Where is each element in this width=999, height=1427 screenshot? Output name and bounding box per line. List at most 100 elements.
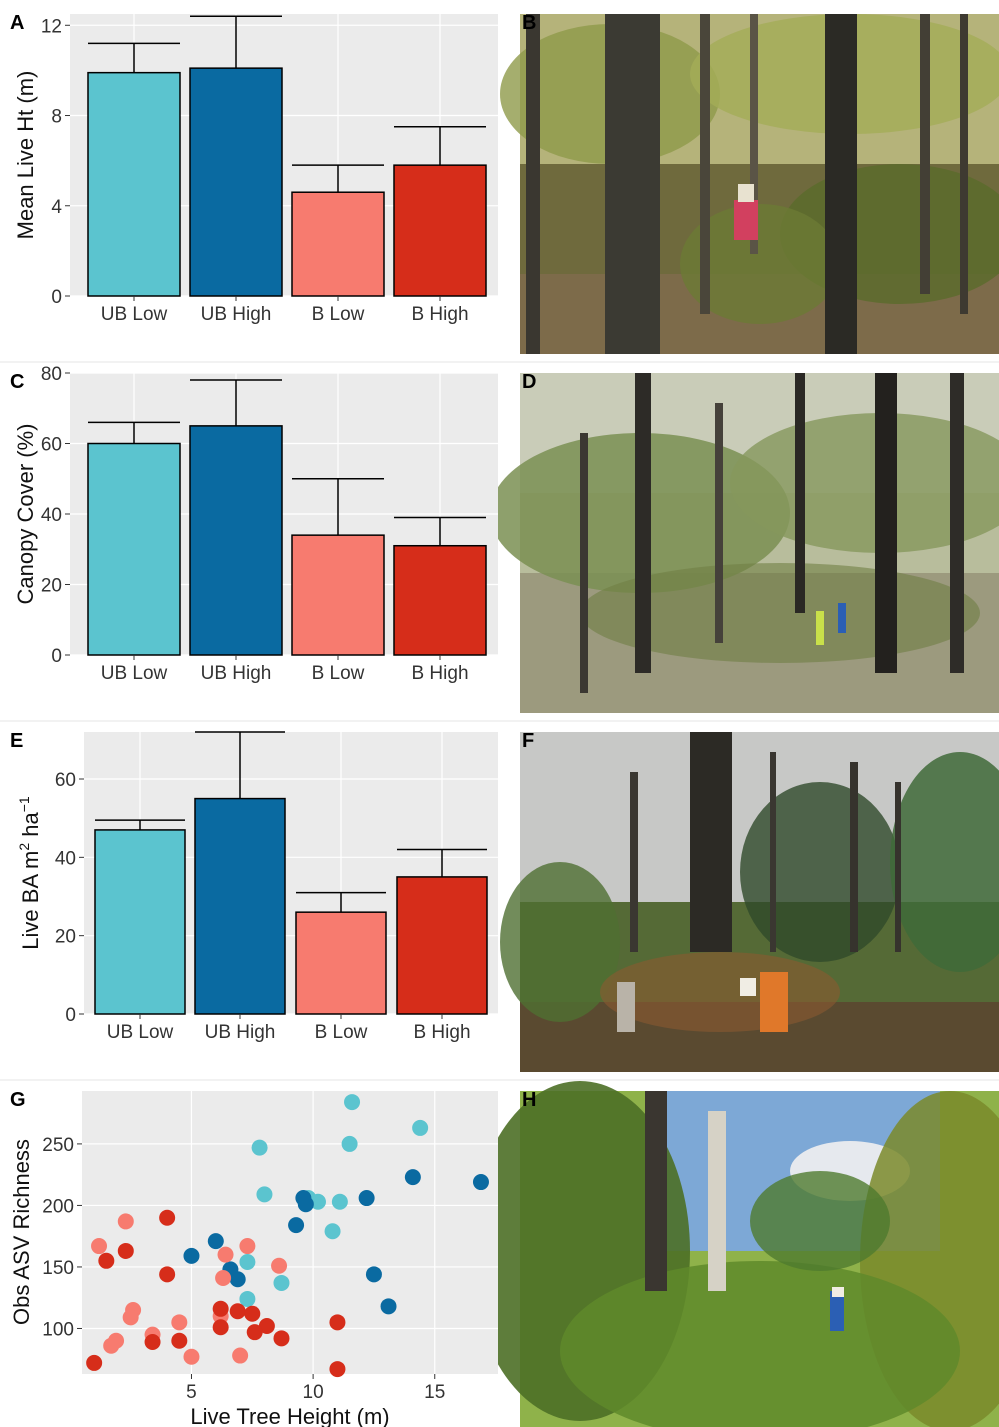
bar-chart-canopy-cover: 0 20 40 60 80 UB Low UB High B Low B High Canopy … [13, 364, 498, 684]
x-tick-label: B Low [315, 1022, 368, 1043]
scatter-point-b-high [171, 1332, 188, 1349]
scatter-point-ub-low [324, 1223, 341, 1240]
scatter-point-ub-high [358, 1190, 375, 1207]
scatter-point-b-low [91, 1238, 108, 1255]
scatter-point-b-high [246, 1324, 263, 1341]
y-tick-label: 60 [55, 770, 76, 791]
scatter-point-b-low [117, 1213, 134, 1230]
scatter-point-ub-low [256, 1186, 273, 1203]
scatter-point-ub-low [309, 1193, 326, 1210]
panel-letter-f: F [522, 730, 534, 752]
scatter-point-b-low [217, 1246, 234, 1263]
scatter-point-b-high [258, 1318, 275, 1335]
forest-photo-b [500, 14, 999, 354]
y-tick-label: 0 [51, 646, 62, 667]
x-tick-label: 15 [424, 1382, 445, 1403]
bar-ub-high [189, 67, 283, 297]
y-tick-label: 60 [41, 435, 62, 456]
bar-ub-high [194, 797, 286, 1015]
forest-photo-h [470, 1081, 999, 1427]
scatter-point-b-low [171, 1314, 188, 1331]
x-tick-label: B High [413, 1022, 470, 1043]
y-axis-title-superscript: −1 [16, 796, 32, 812]
scatter-point-b-high [117, 1242, 134, 1259]
x-tick-label: B Low [312, 304, 365, 325]
panel-letter-e: E [10, 730, 23, 752]
scatter-point-ub-high [297, 1196, 314, 1213]
scatter-point-ub-high [404, 1169, 421, 1186]
scatter-point-ub-high [472, 1174, 489, 1191]
scatter-point-b-low [271, 1257, 288, 1274]
scatter-point-b-low [239, 1238, 256, 1255]
scatter-point-b-low [232, 1347, 249, 1364]
scatter-asv-richness-vs-height: 100 150 200 250 5 10 15 Live Tree Height (m) Obs… [9, 1091, 498, 1427]
x-tick-label: UB Low [107, 1022, 174, 1043]
plot-background [82, 1091, 498, 1374]
y-tick-label: 200 [42, 1196, 74, 1217]
panel-letter-g: G [10, 1089, 26, 1111]
y-tick-label: 100 [42, 1319, 74, 1340]
scatter-point-b-low [215, 1270, 232, 1287]
scatter-point-ub-low [239, 1254, 256, 1271]
bar-b-low [291, 191, 385, 297]
x-tick-label: UB Low [101, 663, 168, 684]
panel-letter-c: C [10, 371, 24, 393]
bar-chart-mean-live-height: 0 4 8 12 UB Low UB High B Low B High Mean Live H… [13, 14, 498, 325]
y-tick-label: 8 [51, 107, 62, 128]
scatter-point-ub-low [341, 1135, 358, 1152]
bar-b-high [396, 876, 488, 1015]
x-tick-label: 10 [303, 1382, 324, 1403]
scatter-point-ub-high [288, 1217, 305, 1234]
scatter-point-ub-low [412, 1119, 429, 1136]
y-axis-title: Obs ASV Richness [9, 1139, 34, 1325]
y-axis-title-superscript: 2 [16, 843, 32, 851]
scatter-point-ub-low [344, 1094, 361, 1111]
scatter-point-b-high [329, 1361, 346, 1378]
y-axis-title-part: Live BA m [18, 851, 43, 950]
scatter-point-b-low [122, 1309, 139, 1326]
x-axis-title: Live Tree Height (m) [190, 1404, 389, 1427]
panel-letter-d: D [522, 371, 536, 393]
scatter-point-ub-low [273, 1274, 290, 1291]
scatter-point-b-high [159, 1209, 176, 1226]
scatter-point-ub-low [239, 1290, 256, 1307]
scatter-point-b-high [273, 1330, 290, 1347]
scatter-point-b-high [244, 1305, 261, 1322]
x-tick-label: B High [411, 663, 468, 684]
bar-ub-low [87, 442, 181, 656]
scatter-point-b-high [98, 1252, 115, 1269]
scatter-point-b-high [144, 1334, 161, 1351]
scatter-point-ub-high [229, 1271, 246, 1288]
y-tick-label: 20 [41, 576, 62, 597]
scatter-point-ub-high [365, 1266, 382, 1283]
y-axis-title-part: ha [18, 812, 43, 843]
scatter-point-b-high [159, 1266, 176, 1283]
scatter-point-ub-high [183, 1247, 200, 1264]
y-tick-label: 40 [55, 848, 76, 869]
bar-b-low [291, 534, 385, 656]
x-tick-label: UB High [201, 663, 272, 684]
panel-letter-a: A [10, 12, 24, 34]
bar-ub-low [94, 829, 186, 1015]
scatter-point-b-low [103, 1337, 120, 1354]
scatter-point-ub-high [207, 1233, 224, 1250]
forest-photo-d [490, 373, 999, 713]
panel-letter-h: H [522, 1089, 536, 1111]
x-tick-label: UB High [205, 1022, 276, 1043]
bar-b-high [393, 544, 487, 656]
y-tick-label: 0 [51, 287, 62, 308]
y-axis-title: Mean Live Ht (m) [13, 71, 38, 240]
x-tick-label: B High [411, 304, 468, 325]
bar-chart-live-basal-area: 0 20 40 60 UB Low UB High B Low B High Live BA m… [16, 731, 498, 1043]
y-axis-title: Live BA m2 ha−1 [16, 796, 43, 950]
y-axis-title: Canopy Cover (%) [13, 424, 38, 605]
scatter-point-b-high [212, 1300, 229, 1317]
forest-photo-f [500, 732, 999, 1072]
bar-b-low [295, 911, 387, 1015]
y-tick-label: 40 [41, 505, 62, 526]
y-tick-label: 80 [41, 364, 62, 385]
y-tick-label: 12 [41, 16, 62, 37]
y-tick-label: 4 [51, 197, 62, 218]
scatter-point-ub-high [380, 1298, 397, 1315]
